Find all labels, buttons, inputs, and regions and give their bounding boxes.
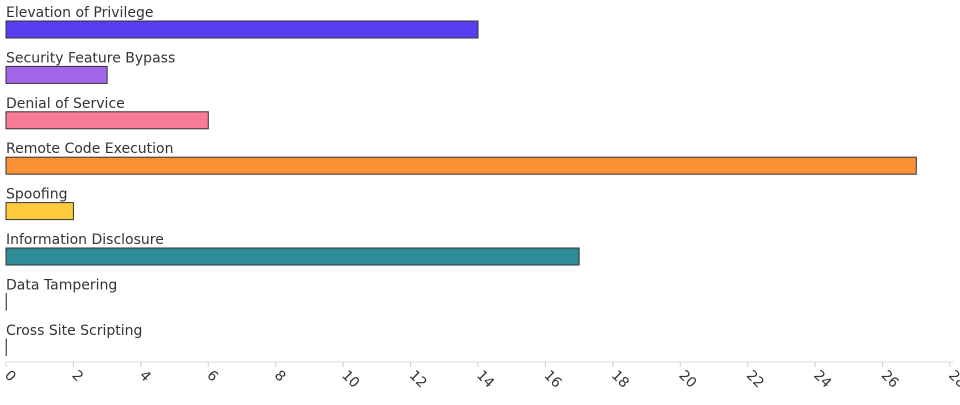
category-label: Spoofing bbox=[6, 187, 67, 203]
bar bbox=[5, 156, 917, 175]
x-tick-label: 20 bbox=[675, 368, 699, 392]
bar bbox=[5, 111, 209, 130]
category-label: Elevation of Privilege bbox=[6, 5, 153, 21]
x-tick-label: 6 bbox=[203, 368, 221, 386]
x-tick-label: 12 bbox=[406, 368, 430, 392]
category-label: Security Feature Bypass bbox=[6, 50, 175, 66]
category-label: Data Tampering bbox=[6, 277, 117, 293]
bar bbox=[5, 338, 7, 357]
category-label: Information Disclosure bbox=[6, 232, 164, 248]
x-tick-label: 8 bbox=[271, 368, 289, 386]
bar bbox=[5, 247, 580, 266]
x-tick-label: 24 bbox=[810, 368, 834, 392]
bar bbox=[5, 293, 7, 311]
bar bbox=[5, 65, 108, 84]
x-tick-label: 14 bbox=[473, 368, 497, 392]
x-tick-label: 28 bbox=[945, 368, 960, 392]
bar bbox=[5, 20, 479, 39]
x-tick-label: 4 bbox=[136, 368, 154, 386]
x-tick-label: 18 bbox=[608, 368, 632, 392]
x-tick-label: 2 bbox=[69, 368, 87, 386]
x-tick-label: 22 bbox=[743, 368, 767, 392]
category-label: Remote Code Execution bbox=[6, 141, 173, 157]
x-tick-label: 26 bbox=[878, 368, 902, 392]
x-tick-label: 0 bbox=[1, 368, 19, 386]
bar bbox=[5, 202, 74, 221]
category-label: Denial of Service bbox=[6, 96, 125, 112]
x-tick-label: 16 bbox=[541, 368, 565, 392]
x-tick-label: 10 bbox=[338, 368, 362, 392]
category-label: Cross Site Scripting bbox=[6, 323, 142, 339]
